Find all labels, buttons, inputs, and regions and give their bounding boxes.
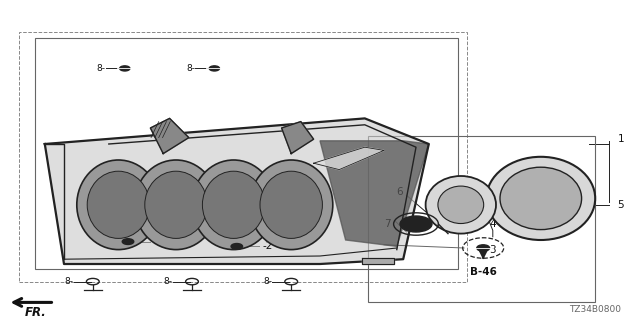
Text: 1: 1	[618, 134, 624, 144]
Ellipse shape	[134, 160, 218, 250]
Ellipse shape	[145, 171, 207, 238]
Ellipse shape	[250, 160, 333, 250]
Circle shape	[400, 216, 432, 232]
Circle shape	[477, 245, 490, 251]
Ellipse shape	[202, 171, 265, 238]
Polygon shape	[362, 258, 394, 264]
Text: 8-: 8-	[97, 64, 106, 73]
Text: 8-: 8-	[186, 64, 195, 73]
Bar	[35, 38, 458, 269]
Text: 3: 3	[490, 244, 496, 255]
Text: -2: -2	[154, 236, 164, 247]
Bar	[368, 136, 595, 302]
Text: FR.: FR.	[24, 306, 46, 319]
Ellipse shape	[260, 171, 323, 238]
Text: B-46: B-46	[470, 267, 497, 277]
Circle shape	[209, 66, 220, 71]
Polygon shape	[282, 122, 314, 154]
Text: 5: 5	[618, 200, 624, 210]
Ellipse shape	[426, 176, 496, 234]
Circle shape	[120, 66, 130, 71]
Polygon shape	[45, 118, 429, 264]
Text: 4: 4	[490, 219, 496, 229]
Polygon shape	[150, 118, 189, 154]
Ellipse shape	[77, 160, 160, 250]
Text: -2: -2	[262, 241, 273, 252]
Polygon shape	[314, 147, 384, 170]
Circle shape	[122, 239, 134, 244]
Bar	[19, 32, 467, 282]
Ellipse shape	[192, 160, 275, 250]
Polygon shape	[320, 141, 429, 246]
Text: 8-: 8-	[263, 277, 272, 286]
Text: 6: 6	[397, 187, 403, 197]
Ellipse shape	[486, 157, 595, 240]
Circle shape	[231, 244, 243, 249]
Ellipse shape	[87, 171, 150, 238]
Text: 7: 7	[384, 219, 390, 229]
Ellipse shape	[500, 167, 582, 230]
Ellipse shape	[438, 186, 484, 223]
Text: 8-: 8-	[65, 277, 74, 286]
Text: 8-: 8-	[164, 277, 173, 286]
Text: TZ34B0800: TZ34B0800	[569, 305, 621, 314]
